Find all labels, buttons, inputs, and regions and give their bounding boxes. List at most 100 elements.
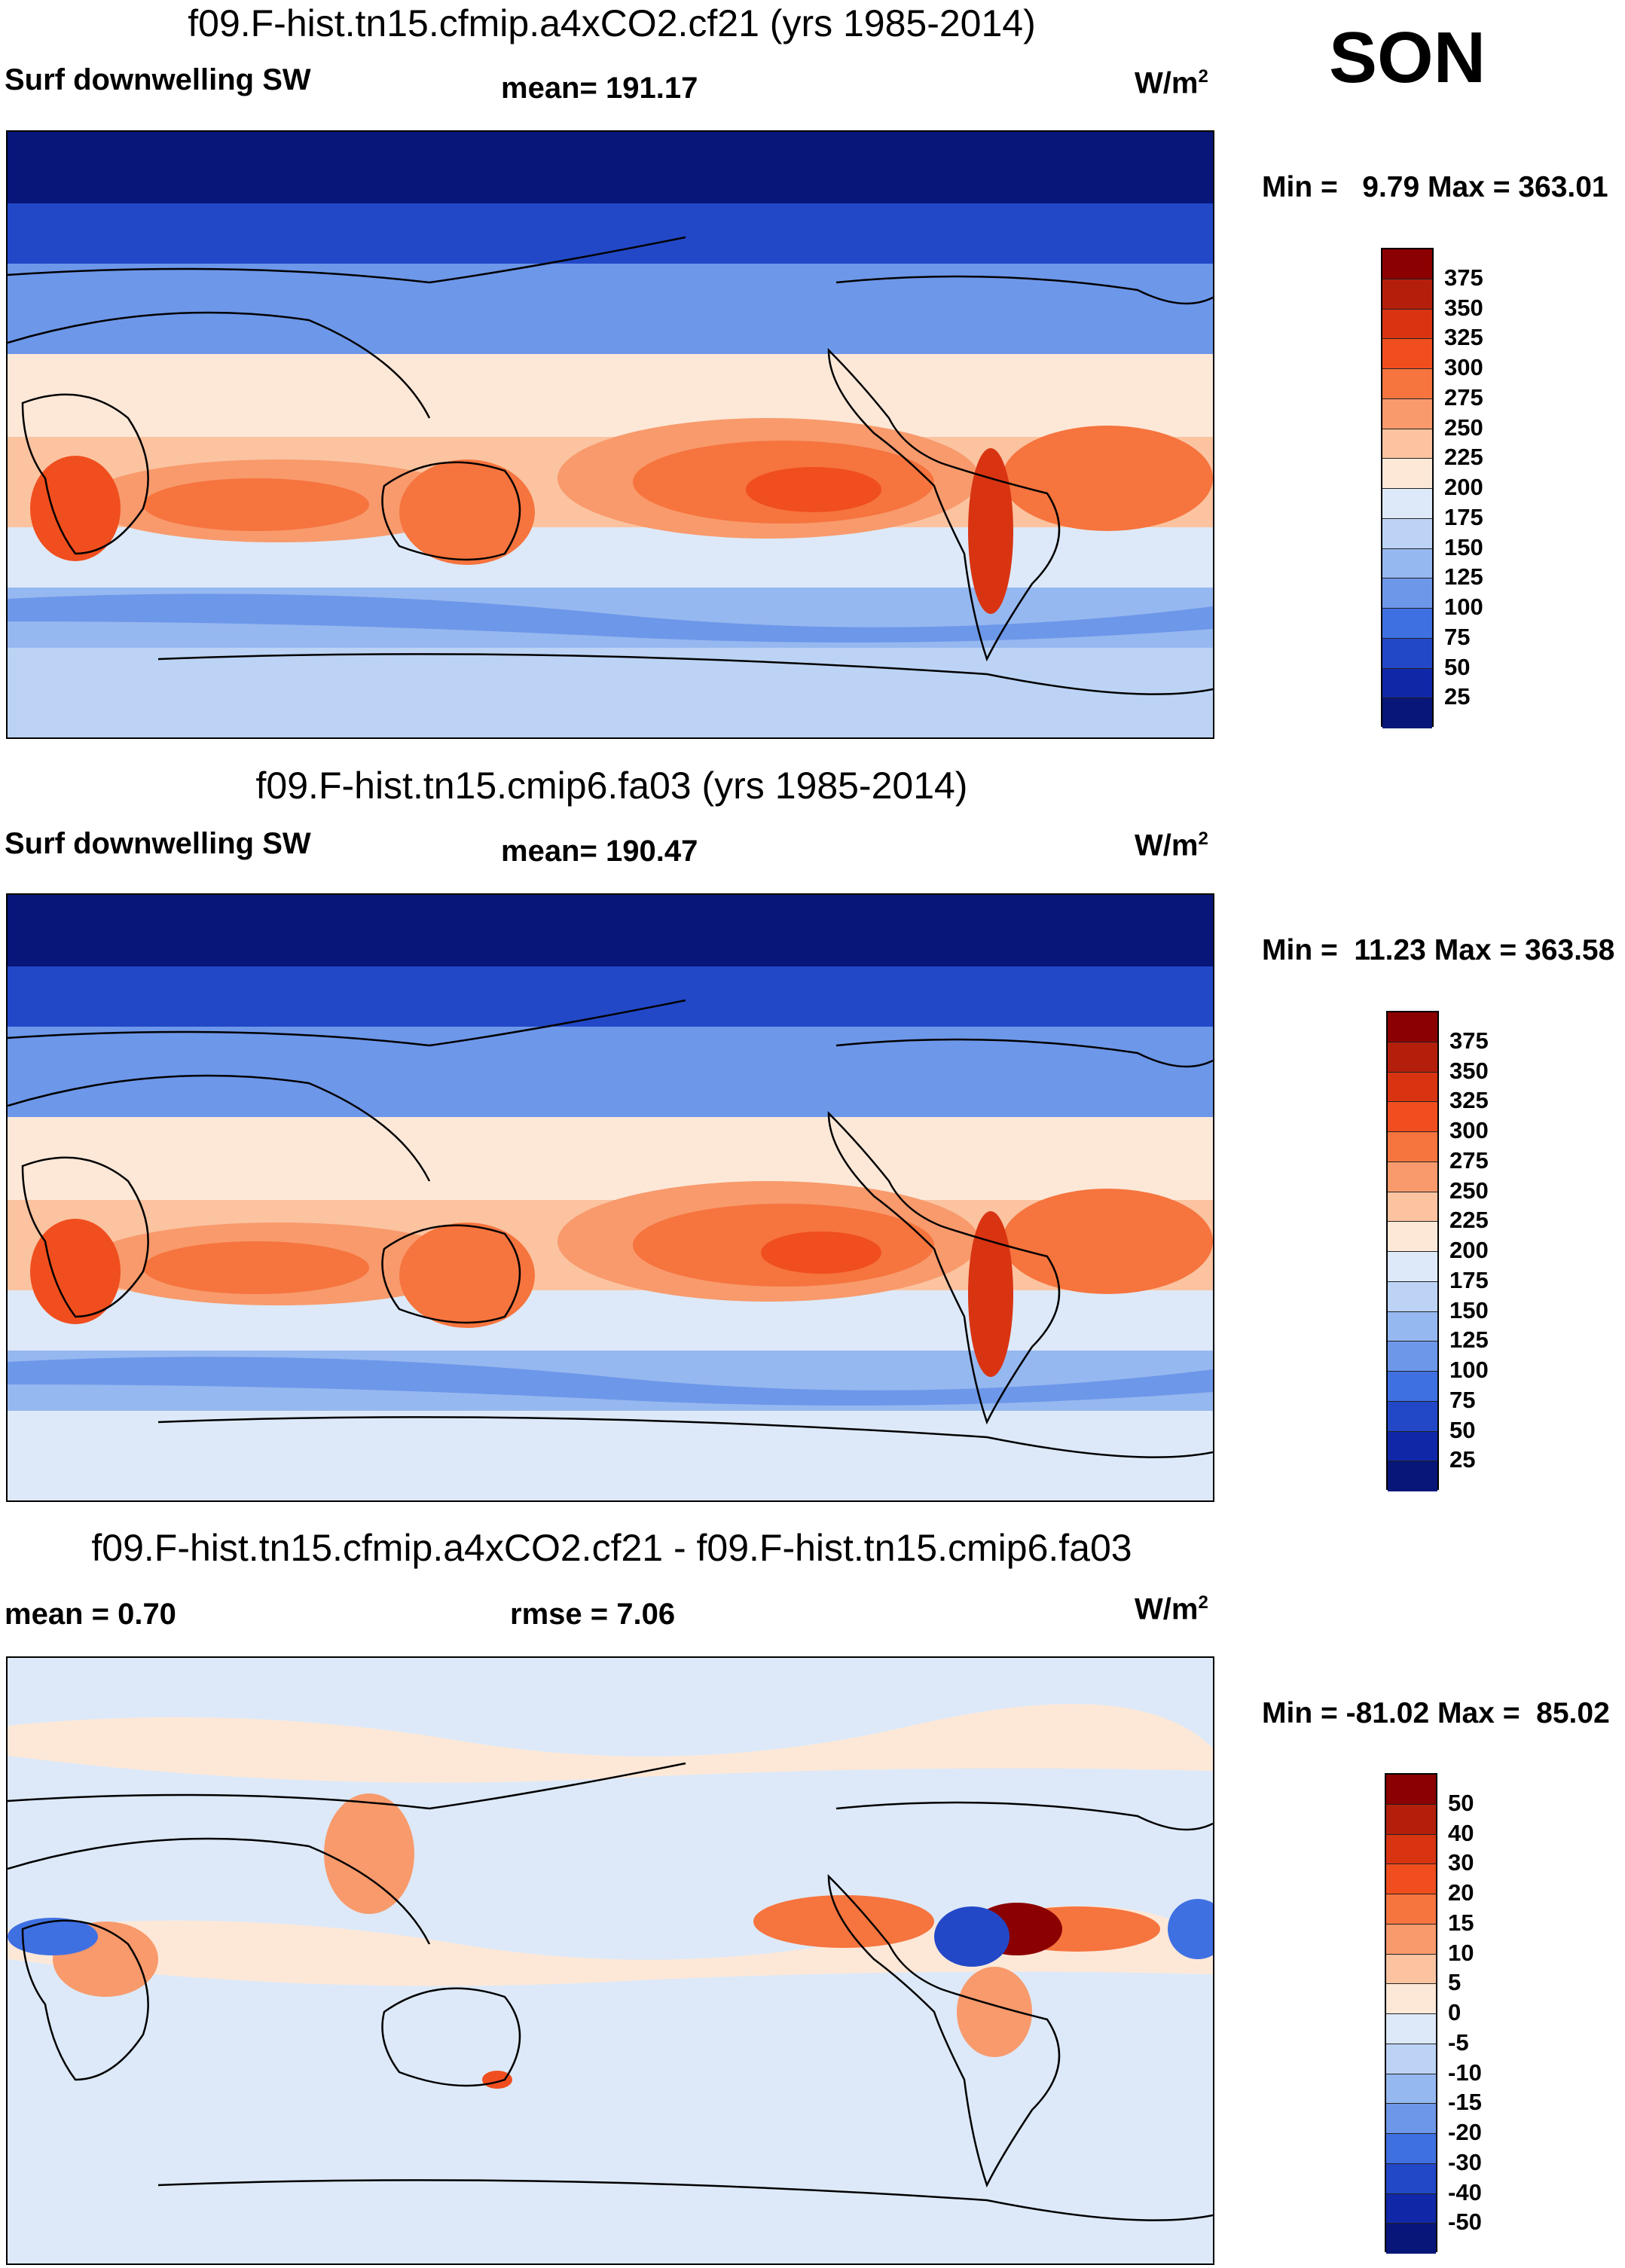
panel2-field <box>8 895 1213 1500</box>
colorbar-segment <box>1388 1461 1437 1491</box>
panel2-colorbar <box>1386 1011 1439 1491</box>
colorbar-tick-label: -10 <box>1448 2059 1482 2086</box>
colorbar-segment <box>1382 429 1432 459</box>
colorbar-segment <box>1386 2044 1436 2074</box>
colorbar-tick-label: 50 <box>1449 1416 1476 1443</box>
panel2-variable: Surf downwelling SW <box>5 827 311 860</box>
panel1-field <box>8 132 1213 737</box>
colorbar-tick-label: 225 <box>1444 444 1483 471</box>
colorbar-segment <box>1382 518 1432 549</box>
colorbar-tick-label: -50 <box>1448 2208 1482 2236</box>
colorbar-tick-label: 150 <box>1449 1296 1489 1323</box>
colorbar-tick-label: 200 <box>1449 1237 1489 1263</box>
panel3-mean: mean = 0.70 <box>5 1598 176 1631</box>
colorbar-segment <box>1388 1252 1437 1282</box>
colorbar-tick-label: 75 <box>1449 1386 1476 1413</box>
colorbar-segment <box>1382 489 1432 519</box>
colorbar-tick-label: 350 <box>1444 294 1483 321</box>
colorbar-tick-label: 25 <box>1444 683 1471 710</box>
panel3-rmse: rmse = 7.06 <box>510 1598 676 1631</box>
colorbar-tick-label: -40 <box>1448 2178 1482 2205</box>
colorbar-segment <box>1386 1864 1436 1894</box>
colorbar-tick-label: -5 <box>1448 2028 1469 2056</box>
colorbar-tick-label: 50 <box>1448 1789 1474 1816</box>
panel2-map <box>6 893 1214 1502</box>
colorbar-tick-label: 275 <box>1449 1146 1489 1174</box>
colorbar-segment <box>1386 2163 1436 2194</box>
colorbar-segment <box>1382 339 1432 369</box>
colorbar-tick-label: 250 <box>1444 414 1483 441</box>
colorbar-segment <box>1382 698 1432 728</box>
colorbar-segment <box>1382 638 1432 669</box>
panel2-mean: mean= 190.47 <box>501 835 698 868</box>
colorbar-tick-label: 10 <box>1448 1939 1474 1966</box>
colorbar-tick-label: -15 <box>1448 2089 1482 2116</box>
panel3-map <box>6 1656 1214 2265</box>
colorbar-segment <box>1386 1954 1436 1985</box>
colorbar-segment <box>1388 1372 1437 1402</box>
colorbar-segment <box>1386 2224 1436 2254</box>
colorbar-segment <box>1388 1102 1437 1132</box>
colorbar-tick-label: 375 <box>1449 1027 1489 1054</box>
colorbar-segment <box>1382 548 1432 579</box>
colorbar-segment <box>1388 1072 1437 1103</box>
colorbar-tick-label: 350 <box>1449 1057 1489 1084</box>
colorbar-segment <box>1388 1311 1437 1342</box>
colorbar-segment <box>1388 1042 1437 1073</box>
colorbar-tick-label: 375 <box>1444 264 1483 291</box>
colorbar-tick-label: 325 <box>1449 1087 1489 1114</box>
colorbar-tick-label: 100 <box>1444 594 1483 620</box>
colorbar-segment <box>1382 309 1432 340</box>
colorbar-tick-label: 225 <box>1449 1207 1489 1234</box>
colorbar-segment <box>1388 1222 1437 1252</box>
colorbar-segment <box>1382 369 1432 399</box>
season-label: SON <box>1328 17 1486 98</box>
colorbar-segment <box>1386 2074 1436 2105</box>
colorbar-tick-label: 75 <box>1444 623 1471 650</box>
colorbar-segment <box>1386 2014 1436 2044</box>
panel2-minmax: Min = 11.23 Max = 363.58 <box>1262 934 1615 966</box>
colorbar-tick-label: 250 <box>1449 1177 1489 1204</box>
panel1-colorbar <box>1381 248 1434 728</box>
colorbar-segment <box>1388 1281 1437 1312</box>
colorbar-segment <box>1386 1804 1436 1835</box>
colorbar-segment <box>1382 609 1432 639</box>
panel1-mean: mean= 191.17 <box>501 72 698 105</box>
panel3-minmax: Min = -81.02 Max = 85.02 <box>1262 1697 1610 1729</box>
panel1-minmax: Min = 9.79 Max = 363.01 <box>1262 171 1608 203</box>
colorbar-segment <box>1382 398 1432 429</box>
colorbar-tick-label: 125 <box>1449 1326 1489 1354</box>
colorbar-tick-label: 325 <box>1444 324 1483 351</box>
colorbar-tick-label: 275 <box>1444 383 1483 411</box>
colorbar-segment <box>1382 279 1432 310</box>
colorbar-segment <box>1386 1984 1436 2014</box>
colorbar-segment <box>1388 1161 1437 1192</box>
colorbar-tick-label: 300 <box>1444 354 1483 380</box>
colorbar-tick-label: 15 <box>1448 1909 1474 1936</box>
colorbar-tick-label: 30 <box>1448 1849 1474 1876</box>
colorbar-tick-label: 20 <box>1448 1879 1474 1906</box>
panel1-title: f09.F-hist.tn15.cfmip.a4xCO2.cf21 (yrs 1… <box>188 2 1036 44</box>
colorbar-segment <box>1388 1431 1437 1462</box>
colorbar-segment <box>1386 2104 1436 2134</box>
colorbar-tick-label: 5 <box>1448 1969 1462 1996</box>
colorbar-tick-label: 25 <box>1449 1446 1476 1473</box>
colorbar-segment <box>1388 1012 1437 1042</box>
colorbar-tick-label: 40 <box>1448 1819 1474 1846</box>
colorbar-tick-label: 100 <box>1449 1357 1489 1383</box>
colorbar-tick-label: 0 <box>1448 1999 1462 2025</box>
colorbar-segment <box>1388 1342 1437 1372</box>
colorbar-segment <box>1386 1894 1436 1925</box>
panel2-title: f09.F-hist.tn15.cmip6.fa03 (yrs 1985-201… <box>255 765 968 807</box>
panel3-field <box>8 1658 1213 2263</box>
panel1-variable: Surf downwelling SW <box>5 63 311 96</box>
colorbar-segment <box>1388 1132 1437 1162</box>
colorbar-tick-label: 150 <box>1444 533 1483 560</box>
colorbar-tick-label: 175 <box>1444 503 1483 530</box>
colorbar-segment <box>1382 578 1432 609</box>
panel2-units: W/m2 <box>1135 829 1208 862</box>
colorbar-segment <box>1388 1401 1437 1432</box>
colorbar-tick-label: -30 <box>1448 2148 1482 2175</box>
panel3-units: W/m2 <box>1135 1592 1208 1626</box>
colorbar-tick-label: 175 <box>1449 1266 1489 1293</box>
